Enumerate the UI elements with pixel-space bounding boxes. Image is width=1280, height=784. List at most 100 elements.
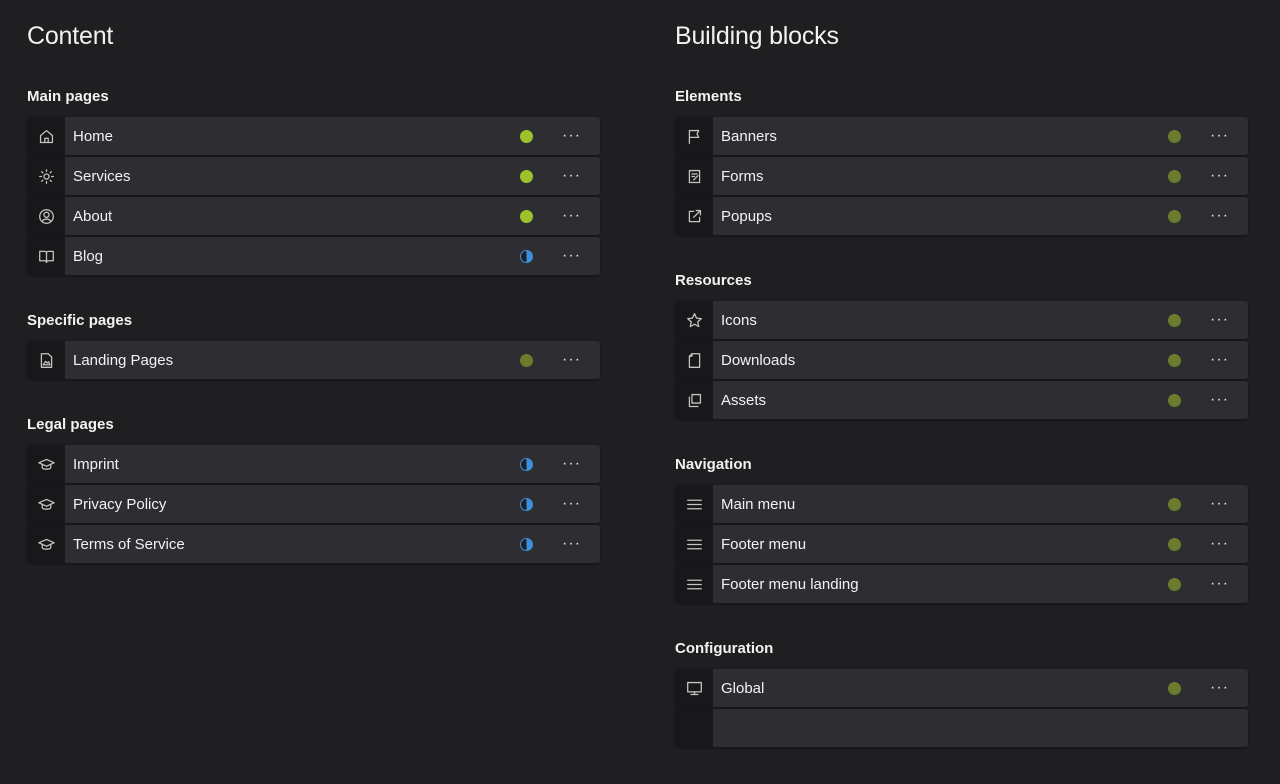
status-live-icon xyxy=(520,129,533,143)
document-icon xyxy=(675,341,713,379)
status-dim-icon xyxy=(520,353,533,367)
status-partial-icon xyxy=(520,497,533,511)
more-options-button[interactable]: ··· xyxy=(1210,575,1229,592)
list-item-services[interactable]: Services ··· xyxy=(27,157,600,195)
menu-icon xyxy=(675,525,713,563)
image-file-icon xyxy=(27,341,65,379)
graduation-cap-icon xyxy=(27,445,65,483)
item-label: Landing Pages xyxy=(73,351,174,369)
item-label: Home xyxy=(73,127,114,145)
more-options-button[interactable]: ··· xyxy=(1210,391,1229,408)
copy-icon xyxy=(675,381,713,419)
item-label: Main menu xyxy=(721,495,796,513)
list-item-banners[interactable]: Banners ··· xyxy=(675,117,1248,155)
menu-icon xyxy=(675,565,713,603)
more-options-button[interactable]: ··· xyxy=(1210,351,1229,368)
section-title: Specific pages xyxy=(27,312,133,329)
list-item-privacy-policy[interactable]: Privacy Policy ··· xyxy=(27,485,600,523)
more-options-button[interactable]: ··· xyxy=(562,127,581,144)
item-label: Footer menu landing xyxy=(721,575,859,593)
more-options-button[interactable]: ··· xyxy=(1210,495,1229,512)
list-item-about[interactable]: About ··· xyxy=(27,197,600,235)
status-dim-icon xyxy=(1168,313,1181,327)
item-label: Downloads xyxy=(721,351,796,369)
section-title: Navigation xyxy=(675,456,752,473)
status-live-icon xyxy=(520,209,533,223)
status-dim-icon xyxy=(1168,537,1181,551)
list-item-landing-pages[interactable]: Landing Pages ··· xyxy=(27,341,600,379)
more-options-button[interactable]: ··· xyxy=(1210,167,1229,184)
more-options-button[interactable]: ··· xyxy=(1210,535,1229,552)
item-label: Icons xyxy=(721,311,757,329)
list-item-popups[interactable]: Popups ··· xyxy=(675,197,1248,235)
icon xyxy=(675,709,713,747)
status-dim-icon xyxy=(1168,577,1181,591)
more-options-button[interactable]: ··· xyxy=(562,207,581,224)
external-link-icon xyxy=(675,197,713,235)
status-dim-icon xyxy=(1168,497,1181,511)
more-options-button[interactable]: ··· xyxy=(562,351,581,368)
section-title: Configuration xyxy=(675,640,774,657)
star-icon xyxy=(675,301,713,339)
status-dim-icon xyxy=(1168,169,1181,183)
list-item-blog[interactable]: Blog ··· xyxy=(27,237,600,275)
list-item-global[interactable]: Global ··· xyxy=(675,669,1248,707)
more-options-button[interactable]: ··· xyxy=(1210,207,1229,224)
graduation-cap-icon xyxy=(27,485,65,523)
column-title: Building blocks xyxy=(675,22,839,50)
item-label: Terms of Service xyxy=(73,535,185,553)
section: Resources Icons ··· Downloads ··· Assets xyxy=(675,272,1248,419)
list-item-assets[interactable]: Assets ··· xyxy=(675,381,1248,419)
status-live-icon xyxy=(520,169,533,183)
list-item-footer-menu[interactable]: Footer menu ··· xyxy=(675,525,1248,563)
status-dim-icon xyxy=(1168,209,1181,223)
item-label: Footer menu xyxy=(721,535,807,553)
status-partial-icon xyxy=(520,457,533,471)
list-item-terms-of-service[interactable]: Terms of Service ··· xyxy=(27,525,600,563)
status-dim-icon xyxy=(1168,681,1181,695)
list-item-footer-menu-landing[interactable]: Footer menu landing ··· xyxy=(675,565,1248,603)
more-options-button[interactable]: ··· xyxy=(562,495,581,512)
more-options-button[interactable]: ··· xyxy=(562,455,581,472)
section: Main pages Home ··· Services ··· About xyxy=(27,88,600,275)
list-item-main-menu[interactable]: Main menu ··· xyxy=(675,485,1248,523)
list-item-icons[interactable]: Icons ··· xyxy=(675,301,1248,339)
list-item-imprint[interactable]: Imprint ··· xyxy=(27,445,600,483)
more-options-button[interactable]: ··· xyxy=(562,167,581,184)
item-label: Privacy Policy xyxy=(73,495,167,513)
item-label: Blog xyxy=(73,247,104,265)
item-label: Services xyxy=(73,167,131,185)
list-item-home[interactable]: Home ··· xyxy=(27,117,600,155)
home-icon xyxy=(27,117,65,155)
more-options-button[interactable]: ··· xyxy=(562,535,581,552)
section-title: Resources xyxy=(675,272,752,289)
status-partial-icon xyxy=(520,249,533,263)
item-label: Imprint xyxy=(73,455,119,473)
more-options-button[interactable]: ··· xyxy=(1210,127,1229,144)
status-dim-icon xyxy=(1168,129,1181,143)
book-icon xyxy=(27,237,65,275)
status-dim-icon xyxy=(1168,393,1181,407)
item-label: Popups xyxy=(721,207,772,225)
section-title: Main pages xyxy=(27,88,109,105)
gear-icon xyxy=(27,157,65,195)
section-title: Elements xyxy=(675,88,742,105)
section-title: Legal pages xyxy=(27,416,114,433)
section: Legal pages Imprint ··· Privacy Policy ·… xyxy=(27,416,600,563)
section: Specific pages Landing Pages ··· xyxy=(27,312,600,379)
graduation-cap-icon xyxy=(27,525,65,563)
item-label: About xyxy=(73,207,113,225)
list-item-downloads[interactable]: Downloads ··· xyxy=(675,341,1248,379)
status-dim-icon xyxy=(1168,353,1181,367)
item-label: Banners xyxy=(721,127,777,145)
item-label: Forms xyxy=(721,167,764,185)
more-options-button[interactable]: ··· xyxy=(1210,311,1229,328)
more-options-button[interactable]: ··· xyxy=(1210,679,1229,696)
list-item-item[interactable] xyxy=(675,709,1248,747)
item-label: Assets xyxy=(721,391,767,409)
section: Elements Banners ··· Forms ··· Popups xyxy=(675,88,1248,235)
more-options-button[interactable]: ··· xyxy=(562,247,581,264)
user-circle-icon xyxy=(27,197,65,235)
edit-form-icon xyxy=(675,157,713,195)
list-item-forms[interactable]: Forms ··· xyxy=(675,157,1248,195)
